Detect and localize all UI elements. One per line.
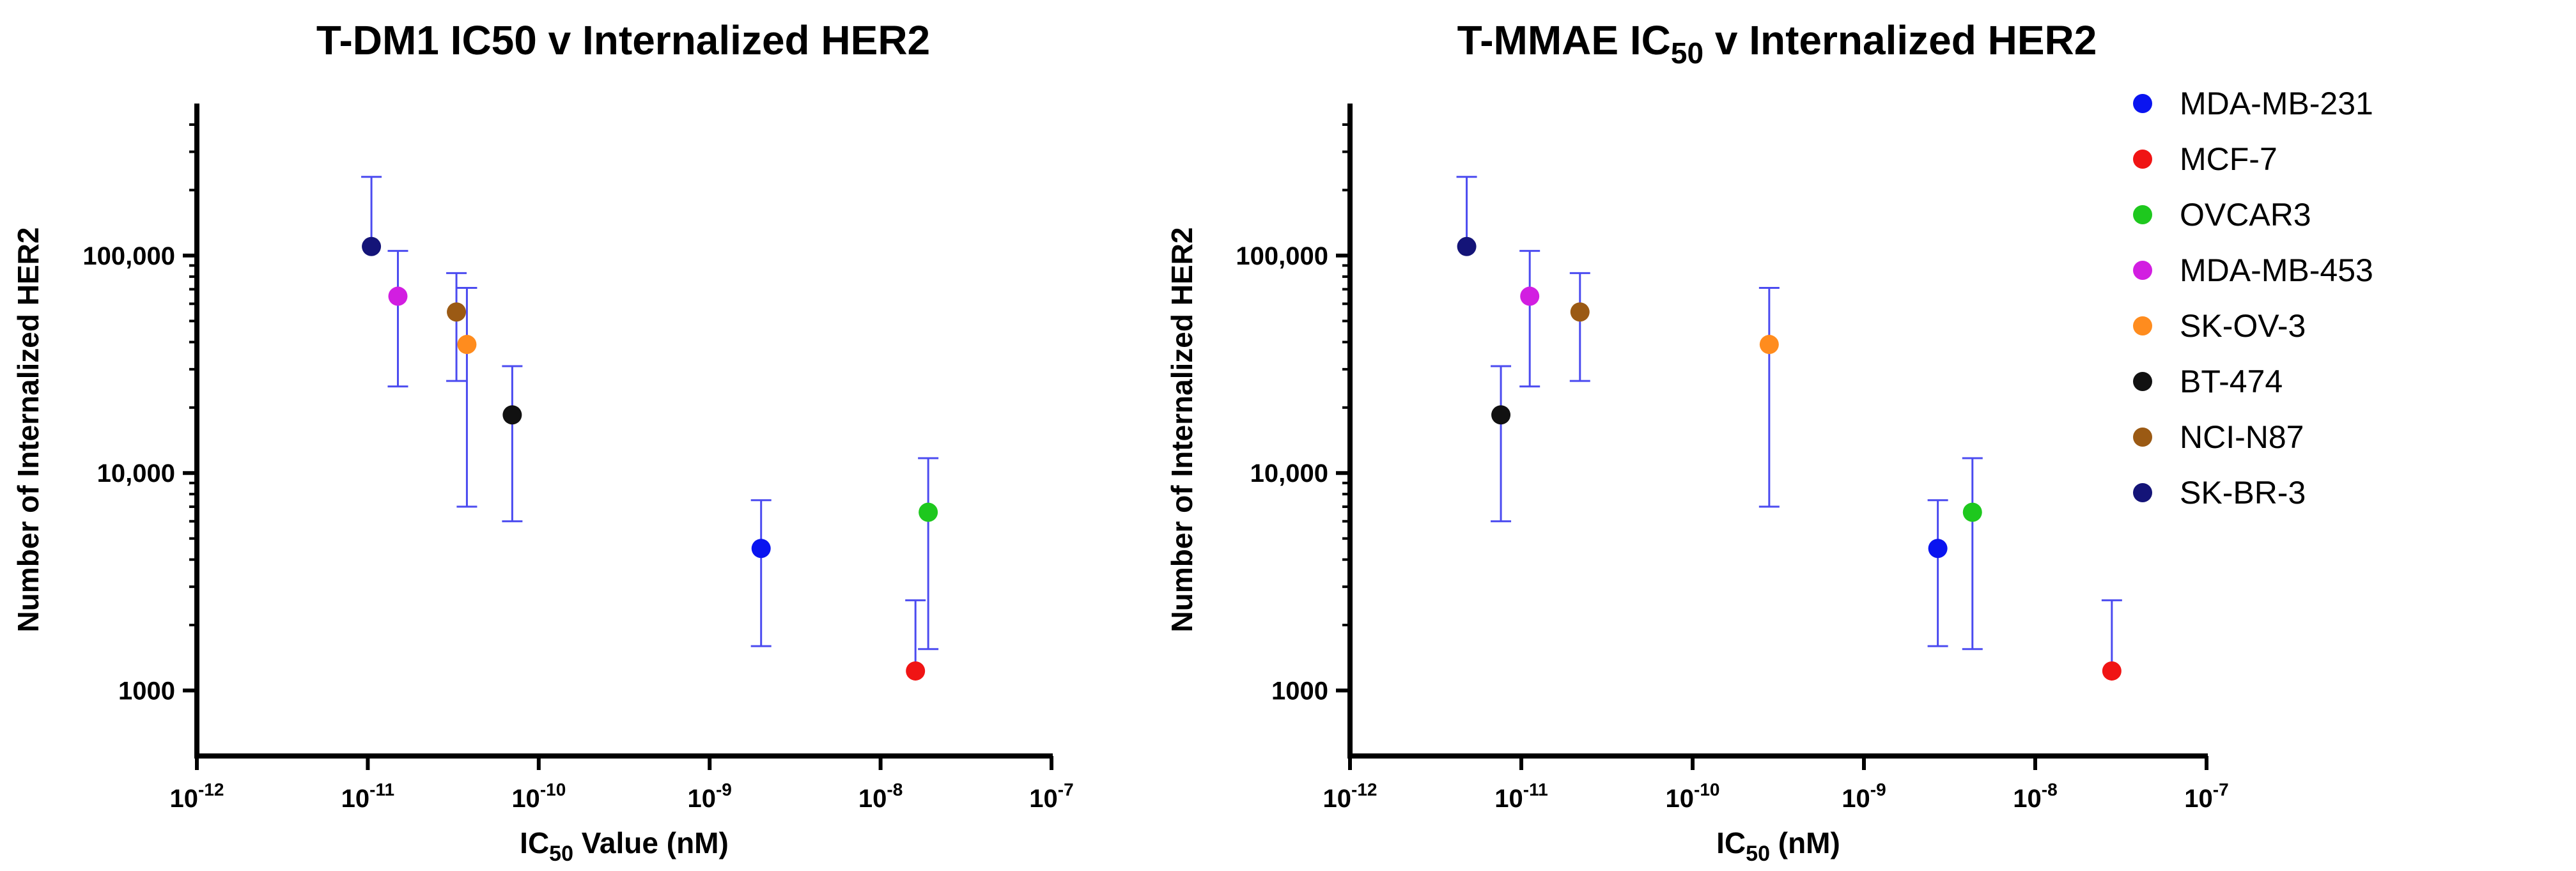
x-axis-label: IC50 (nM) [1716, 826, 1840, 866]
legend-label: OVCAR3 [2180, 197, 2311, 233]
legend-marker [2133, 316, 2152, 335]
x-tick-label: 10-11 [341, 780, 394, 813]
point-mcf-7 [2102, 661, 2122, 681]
legend-label: MDA-MB-453 [2180, 252, 2373, 288]
y-axis-label: Number of Internalized HER2 [12, 227, 45, 633]
legend-label: NCI-N87 [2180, 419, 2304, 455]
x-tick-label: 10-12 [170, 780, 224, 813]
point-mda-mb-231 [1928, 539, 1948, 559]
legend-label: SK-OV-3 [2180, 308, 2306, 344]
x-tick-label: 10-8 [2013, 780, 2057, 813]
y-tick-label: 100,000 [82, 242, 175, 270]
x-tick-label: 10-11 [1494, 780, 1548, 813]
legend-label: MCF-7 [2180, 141, 2277, 177]
x-axis-label: IC50 Value (nM) [520, 826, 729, 866]
point-ovcar3 [919, 502, 938, 522]
x-tick-label: 10-9 [1842, 780, 1886, 813]
point-bt-474 [502, 405, 522, 425]
legend-marker [2133, 205, 2152, 224]
legend-label: SK-BR-3 [2180, 475, 2306, 511]
x-tick-label: 10-7 [2184, 780, 2228, 813]
chart-tmmae: T-MMAE IC50 v Internalized HER2 10-12 10-1… [1165, 17, 2229, 866]
point-nci-n87 [447, 302, 467, 322]
point-bt-474 [1491, 405, 1511, 425]
point-sk-br-3 [1457, 236, 1477, 256]
y-tick-label: 10,000 [1250, 459, 1328, 488]
y-tick-label: 1000 [118, 677, 175, 705]
y-tick-label: 1000 [1271, 677, 1328, 705]
point-sk-br-3 [362, 236, 382, 256]
legend-label: MDA-MB-231 [2180, 86, 2373, 121]
point-mda-mb-453 [388, 286, 408, 306]
x-tick-label: 10-9 [687, 780, 731, 813]
y-tick-label: 100,000 [1236, 242, 1328, 270]
legend-label: BT-474 [2180, 364, 2283, 399]
legend-marker [2133, 150, 2152, 169]
point-mcf-7 [906, 661, 926, 681]
x-tick-label: 10-8 [858, 780, 903, 813]
y-tick-label: 10,000 [97, 459, 175, 488]
point-nci-n87 [1570, 302, 1590, 322]
point-ovcar3 [1962, 502, 1982, 522]
legend-marker [2133, 428, 2152, 447]
chart-title: T-DM1 IC50 v Internalized HER2 [316, 17, 930, 63]
legend-marker [2133, 483, 2152, 502]
point-sk-ov-3 [1759, 335, 1779, 355]
x-tick-label: 10-12 [1323, 780, 1377, 813]
x-tick-label: 10-7 [1029, 780, 1073, 813]
legend: MDA-MB-231 MCF-7 OVCAR3 MDA-MB-453 SK-OV-3 BT… [2133, 86, 2373, 511]
legend-marker [2133, 372, 2152, 391]
chart-title: T-MMAE IC50 v Internalized HER2 [1457, 17, 2097, 70]
point-mda-mb-231 [751, 539, 771, 559]
point-sk-ov-3 [457, 335, 477, 355]
legend-marker [2133, 94, 2152, 113]
chart-tdm1: T-DM1 IC50 v Internalized HER2 10-12 10-11… [12, 17, 1074, 866]
legend-marker [2133, 261, 2152, 280]
y-axis-label: Number of Internalized HER2 [1165, 227, 1199, 633]
x-tick-label: 10-10 [511, 780, 566, 813]
point-mda-mb-453 [1520, 286, 1540, 306]
x-tick-label: 10-10 [1666, 780, 1720, 813]
